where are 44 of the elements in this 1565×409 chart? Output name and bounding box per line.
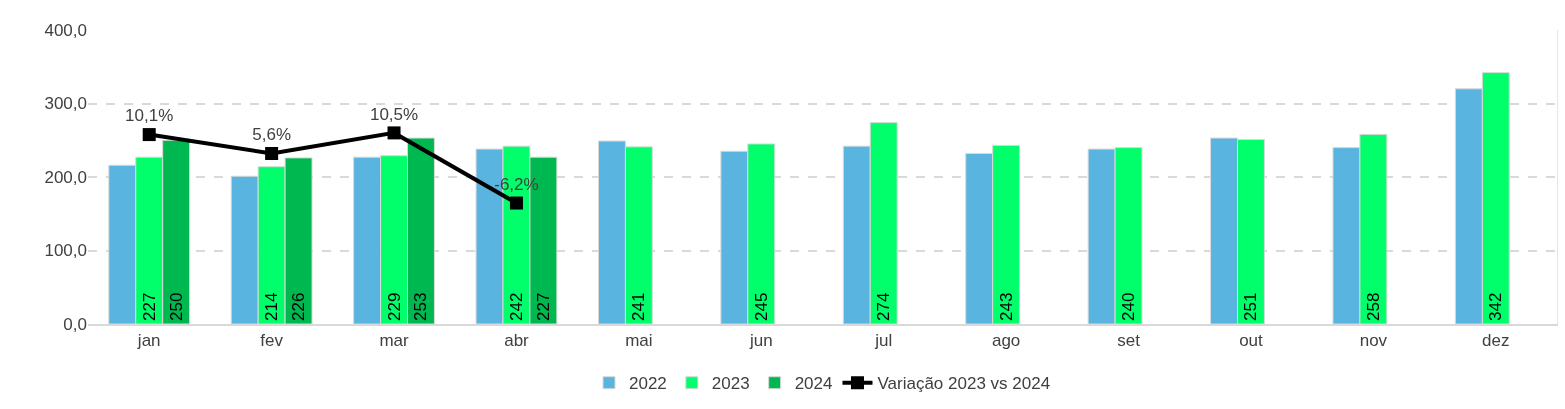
x-tick-label: jun <box>748 331 773 351</box>
x-tick-label: set <box>1117 331 1141 351</box>
x-tick-label: mar <box>379 331 410 351</box>
x-tick-label: jul <box>874 331 893 351</box>
data-label: 342 <box>1486 292 1506 321</box>
data-label: 253 <box>411 292 431 321</box>
data-label: 241 <box>629 292 649 321</box>
data-label: 10,5% <box>369 104 419 124</box>
y-tick-label: 400,0 <box>44 20 87 40</box>
x-tick-label: jan <box>136 331 161 351</box>
point <box>509 196 523 210</box>
legend-label: 2024 <box>794 374 833 394</box>
x-tick-label: nov <box>1359 331 1388 351</box>
data-label: 243 <box>996 292 1016 321</box>
data-label: 251 <box>1241 292 1261 321</box>
data-label: 226 <box>289 292 309 321</box>
point <box>387 126 401 140</box>
y-tick-label: 300,0 <box>44 94 87 114</box>
data-label: 250 <box>166 292 186 321</box>
y-tick-label: 100,0 <box>44 241 87 261</box>
data-label: 245 <box>751 292 771 321</box>
data-label: 274 <box>874 292 894 321</box>
data-label: 240 <box>1119 292 1139 321</box>
x-tick-label: fev <box>260 331 284 351</box>
x-tick-label: abr <box>504 331 530 351</box>
y-tick-label: 0,0 <box>63 314 87 334</box>
x-tick-label: mai <box>625 331 653 351</box>
data-label: 10,1% <box>125 106 174 126</box>
data-label: 227 <box>139 292 159 321</box>
point <box>142 128 156 142</box>
legend-label: 2023 <box>711 374 750 394</box>
data-label: 242 <box>506 292 526 321</box>
data-label: 5,6% <box>252 125 292 145</box>
data-label: 227 <box>533 292 553 321</box>
y-tick-label: 200,0 <box>44 167 87 187</box>
x-tick-label: out <box>1239 331 1264 351</box>
x-tick-label: dez <box>1482 331 1510 351</box>
data-label: 229 <box>384 292 404 321</box>
data-label: 214 <box>262 292 282 321</box>
point <box>265 146 279 160</box>
legend-label: 2022 <box>629 374 667 394</box>
legend-label: Variação 2023 vs 2024 <box>877 374 1051 394</box>
x-tick-label: ago <box>991 331 1021 351</box>
data-label: 258 <box>1363 292 1383 321</box>
